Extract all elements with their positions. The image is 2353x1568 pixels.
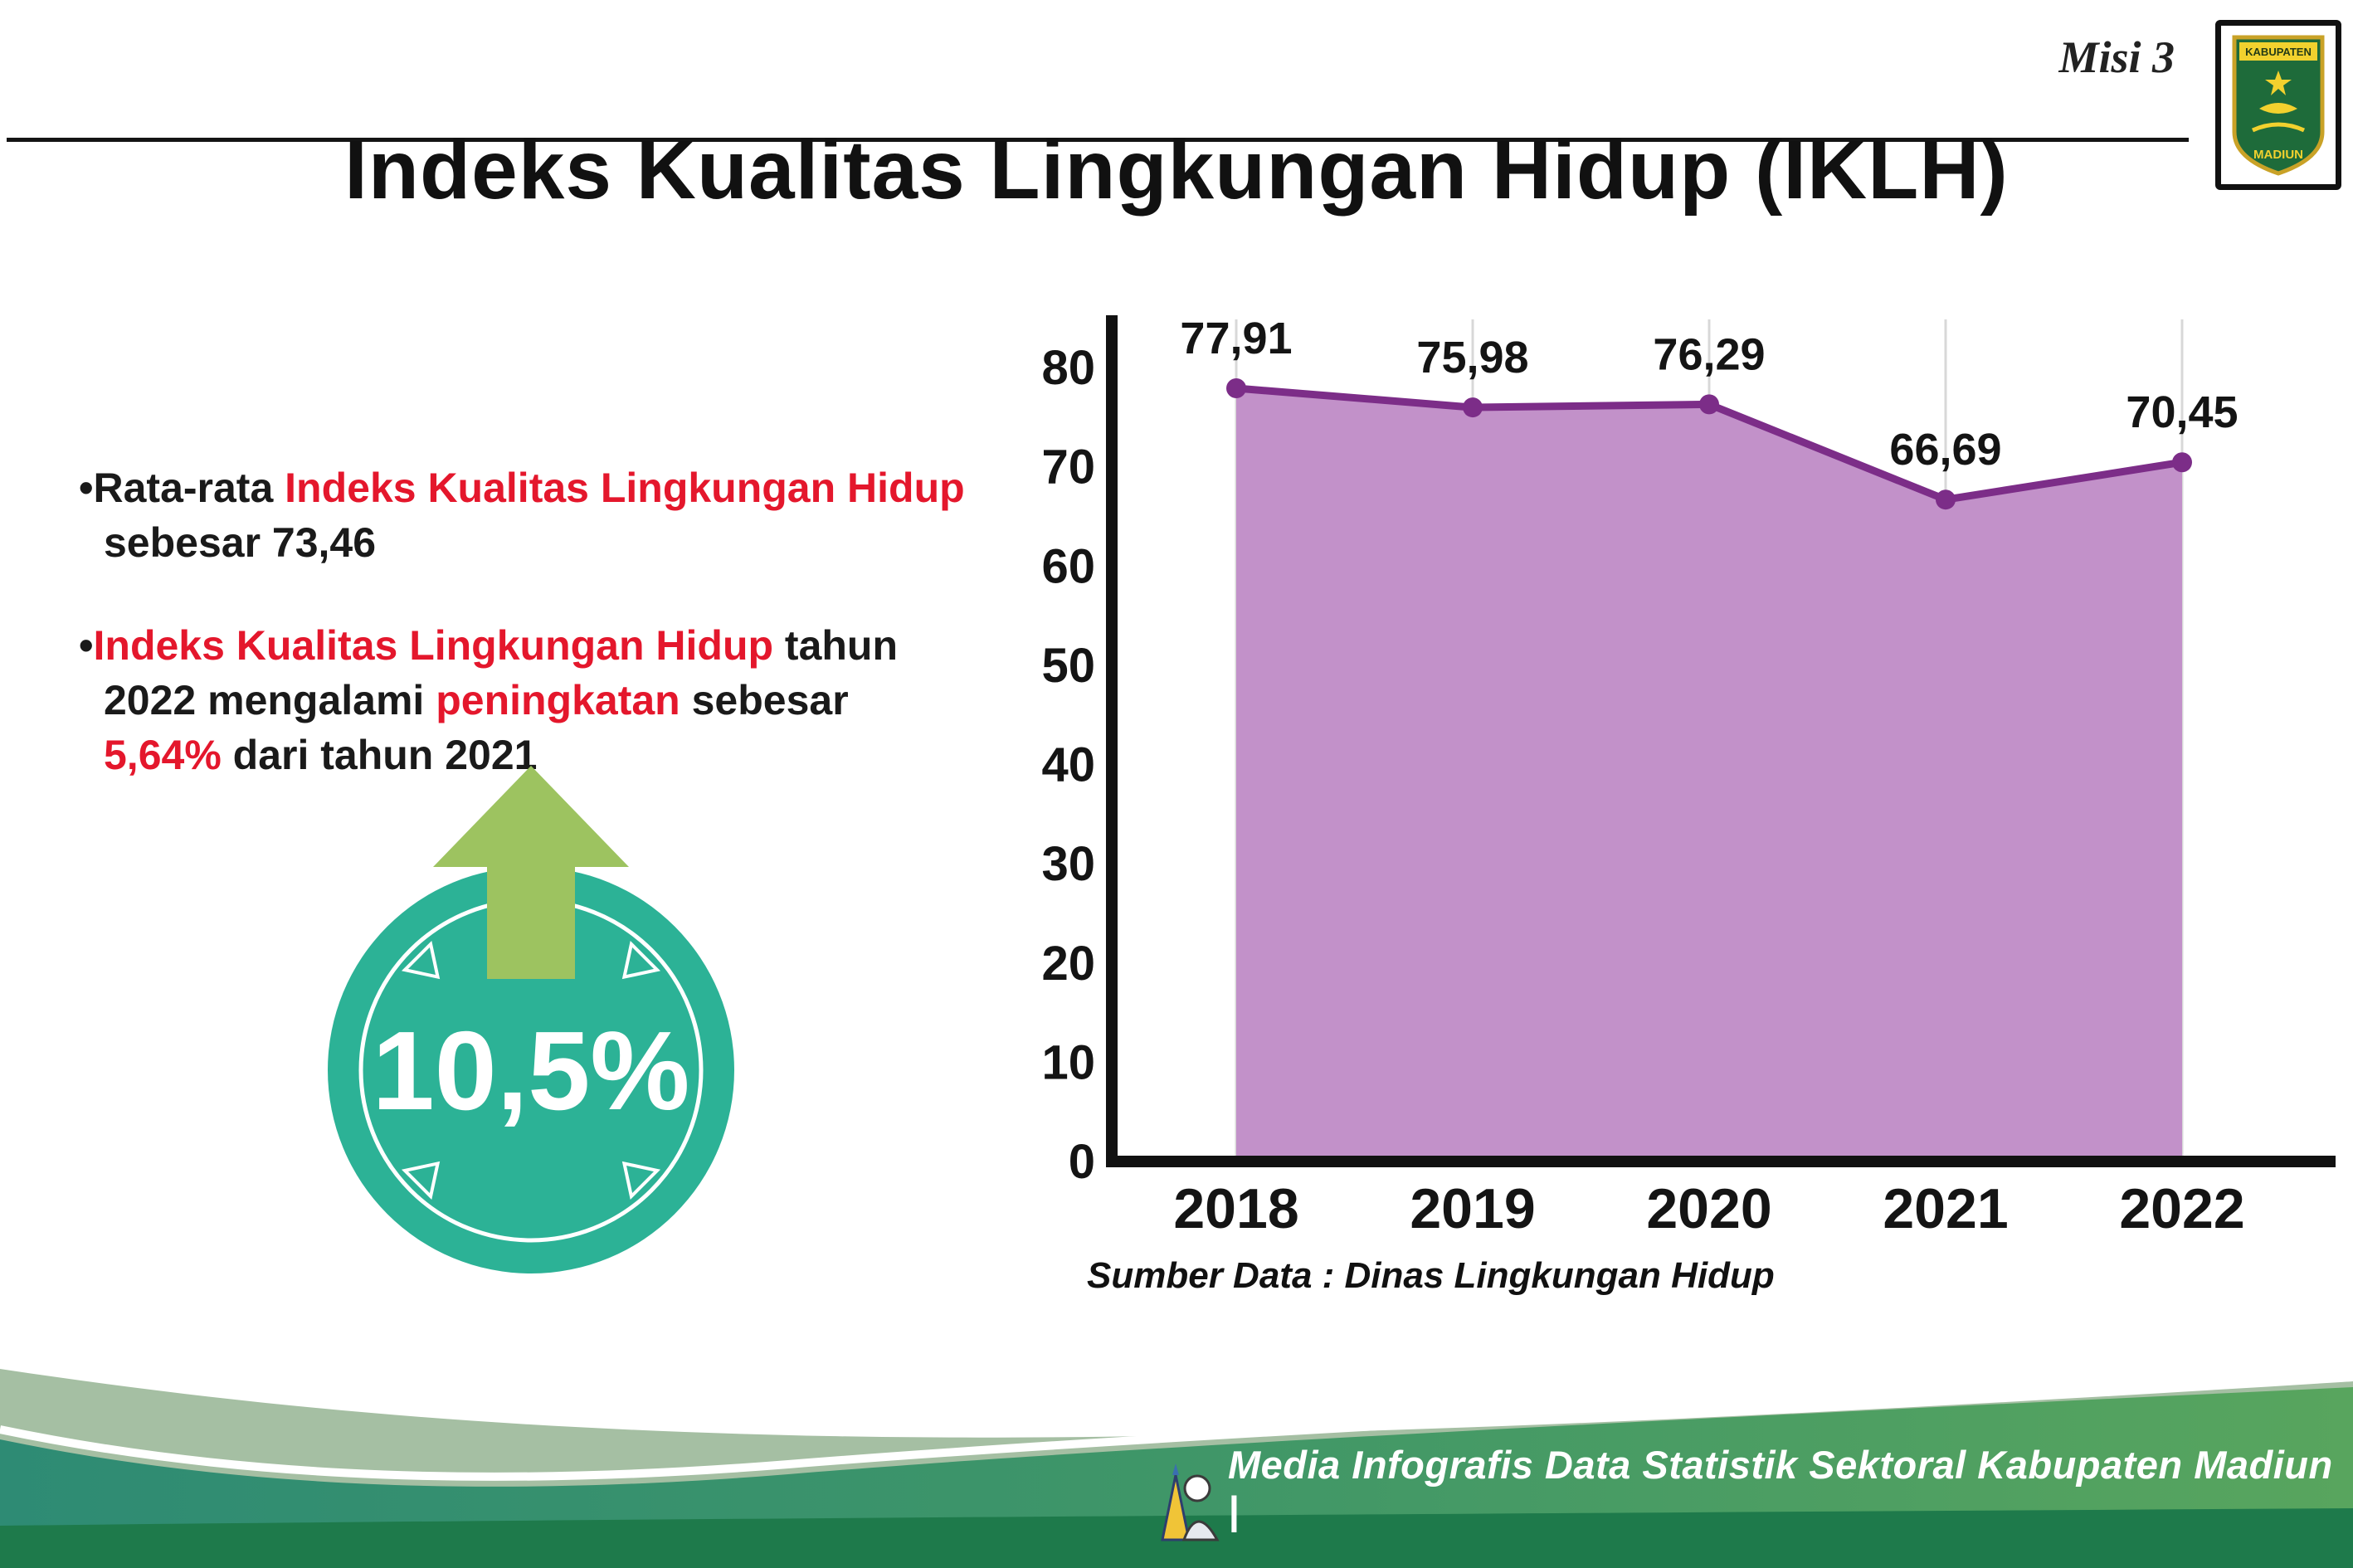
- x-axis-label: 2020: [1646, 1177, 1771, 1240]
- data-point: [1699, 394, 1719, 415]
- bullet-text-segment: sebesar: [680, 677, 849, 723]
- growth-circle: [328, 867, 734, 1273]
- data-label: 70,45: [2126, 387, 2238, 437]
- area-series: [1236, 388, 2182, 1162]
- y-axis-label: 30: [1041, 837, 1095, 891]
- y-axis-label: 20: [1041, 937, 1095, 991]
- data-label: 76,29: [1653, 329, 1765, 379]
- y-axis-label: 70: [1041, 441, 1095, 494]
- iklh-area-chart: 77,91 75,98 76,29 66,69 70,45 0 10 20 30 40 50 60 70…: [1033, 295, 2344, 1249]
- data-label: 75,98: [1416, 333, 1528, 382]
- x-axis-label: 2018: [1173, 1177, 1298, 1240]
- svg-text:KABUPATEN: KABUPATEN: [2245, 46, 2312, 58]
- bullet-list: •Rata-rata Indeks Kualitas Lingkungan Hi…: [79, 460, 975, 782]
- bullet-text-segment: Indeks Kualitas Lingkungan Hidup: [285, 465, 965, 511]
- x-axis-label: 2019: [1410, 1177, 1535, 1240]
- svg-text:MADIUN: MADIUN: [2253, 148, 2303, 162]
- x-axis-label: 2021: [1883, 1177, 2008, 1240]
- y-axis-label: 10: [1041, 1035, 1095, 1089]
- page-title: Indeks Kualitas Lingkungan Hidup (IKLH): [344, 124, 2009, 217]
- data-label: 66,69: [1889, 425, 2001, 475]
- growth-badge: 10,5%: [328, 766, 734, 1273]
- bullet-marker: •: [79, 622, 94, 669]
- data-label: 77,91: [1180, 314, 1292, 363]
- growth-value: 10,5%: [373, 1008, 690, 1133]
- data-point: [1226, 378, 1246, 399]
- badge-ring-ticks: [401, 940, 661, 1200]
- up-arrow-icon: [433, 766, 629, 979]
- y-axis-label: 60: [1041, 539, 1095, 593]
- bullet-item: •Indeks Kualitas Lingkungan Hidup tahun …: [79, 618, 975, 782]
- misi-label: Misi 3: [2058, 32, 2175, 82]
- mascot-icon: [1161, 1463, 1220, 1541]
- logo-frame: KABUPATEN MADIUN: [2215, 20, 2341, 190]
- bullet-text-segment: Indeks Kualitas Lingkungan Hidup: [93, 622, 774, 669]
- y-axis-label: 80: [1041, 341, 1095, 395]
- footer-credit: Media Infografis Data Statistik Sektoral…: [1228, 1443, 2333, 1532]
- bullet-item: •Rata-rata Indeks Kualitas Lingkungan Hi…: [79, 460, 975, 570]
- data-point: [1463, 397, 1483, 418]
- bullet-text-segment: Rata-rata: [93, 465, 285, 511]
- bullet-marker: •: [79, 465, 94, 511]
- y-axis-label: 50: [1041, 639, 1095, 693]
- bullet-text-segment: dari tahun 2021: [221, 732, 538, 778]
- chart-source: Sumber Data : Dinas Lingkungan Hidup: [1087, 1255, 1775, 1296]
- y-axis-label: 40: [1041, 738, 1095, 792]
- data-point: [1936, 489, 1956, 510]
- bullet-text-segment: tahun 2022 mengalami: [104, 622, 899, 723]
- x-axis-label: 2022: [2119, 1177, 2244, 1240]
- bullet-text-segment: sebesar 73,46: [104, 519, 377, 566]
- header-rule: [7, 138, 2189, 142]
- y-axis-label: 0: [1069, 1135, 1095, 1189]
- bullet-text-segment: peningkatan: [436, 677, 680, 723]
- kabupaten-madiun-crest-icon: KABUPATEN MADIUN: [2232, 35, 2325, 176]
- bullet-text-segment: 5,64%: [104, 732, 222, 778]
- data-point: [2172, 452, 2192, 473]
- chart-svg: 77,91 75,98 76,29 66,69 70,45 0 10 20 30 40 50 60 70…: [1041, 314, 2336, 1240]
